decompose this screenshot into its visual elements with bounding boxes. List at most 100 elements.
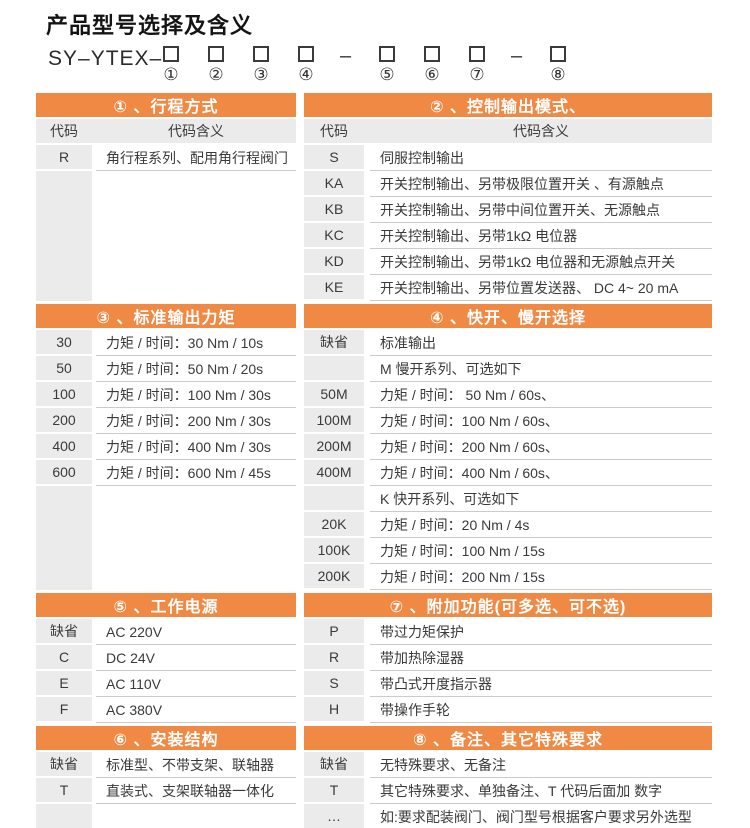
meaning-cell: 带凸式开度指示器: [370, 671, 712, 697]
model-code-box: [298, 46, 314, 62]
model-code-line: SY–YTEX– ① ② ③ ④ – ⑤ ⑥ ⑦ – ⑧: [48, 46, 750, 85]
code-cell: 200M: [304, 434, 364, 458]
code-cell: 600: [36, 460, 92, 484]
empty-code-column: [36, 486, 92, 590]
section-panel-left: ③ 、标准输出力矩 30 力矩 / 时间：30 Nm / 10s 50 力矩 / 时间：…: [36, 304, 296, 590]
table-row: [36, 804, 296, 828]
meaning-cell: 带过力矩保护: [370, 619, 712, 645]
code-cell: 200: [36, 408, 92, 432]
meaning-cell: 力矩 / 时间：400 Nm / 60s、: [370, 460, 712, 486]
field-number-label: ⑧: [550, 65, 566, 84]
code-cell: C: [36, 645, 92, 669]
section-panel-right: ⑦ 、附加功能(可多选、可不选) P 带过力矩保护 R 带加热除湿器 S 带凸式开度指示器 H…: [304, 593, 712, 723]
table-row: 600 力矩 / 时间：600 Nm / 45s: [36, 460, 296, 486]
table-row: KD 开关控制输出、另带1kΩ 电位器和无源触点开关: [304, 249, 712, 275]
meaning-cell: M 慢开系列、可选如下: [370, 356, 712, 382]
model-code-slot: ⑧: [547, 46, 569, 85]
section-panel-right: ④ 、快开、慢开选择 缺省 标准输出 M 慢开系列、可选如下 50M 力矩 / 时间： 5…: [304, 304, 712, 590]
meaning-cell: 无特殊要求、无备注: [370, 752, 712, 778]
code-cell: R: [304, 645, 364, 669]
code-cell: [36, 804, 92, 828]
table-row: 400 力矩 / 时间：400 Nm / 30s: [36, 434, 296, 460]
section-header: ⑧ 、备注、其它特殊要求: [304, 726, 712, 750]
meaning-cell: AC 380V: [96, 697, 296, 723]
meaning-cell: K 快开系列、可选如下: [370, 486, 712, 512]
meaning-cell: 力矩 / 时间：100 Nm / 60s、: [370, 408, 712, 434]
section-panel-left: ⑤ 、工作电源 缺省 AC 220V C DC 24V E AC 110V F AC 380V: [36, 593, 296, 723]
code-cell: KC: [304, 223, 364, 247]
column-header-row: 代码 代码含义: [304, 119, 712, 143]
field-number-label: ⑤: [379, 65, 395, 84]
section-header: ③ 、标准输出力矩: [36, 304, 296, 328]
code-cell: S: [304, 671, 364, 695]
code-cell: T: [36, 778, 92, 802]
model-code-box: [163, 46, 179, 62]
meaning-cell: 开关控制输出、另带1kΩ 电位器: [370, 223, 712, 249]
section-header: ② 、控制输出模式、: [304, 93, 712, 117]
meaning-cell: [96, 804, 296, 828]
table-row: 100M 力矩 / 时间：100 Nm / 60s、: [304, 408, 712, 434]
code-cell: KB: [304, 197, 364, 221]
meaning-cell: 其它特殊要求、单独备注、T 代码后面加 数字: [370, 778, 712, 804]
table-row: KB 开关控制输出、另带中间位置开关、无源触点: [304, 197, 712, 223]
meaning-column-header: 代码含义: [168, 123, 224, 139]
code-cell: T: [304, 778, 364, 802]
meaning-cell: 力矩 / 时间：100 Nm / 15s: [370, 538, 712, 564]
code-cell: KD: [304, 249, 364, 273]
table-row: 缺省 AC 220V: [36, 619, 296, 645]
code-cell: R: [36, 145, 92, 169]
meaning-cell: 力矩 / 时间：30 Nm / 10s: [96, 330, 296, 356]
table-row: 100 力矩 / 时间：100 Nm / 30s: [36, 382, 296, 408]
table-row: H 带操作手轮: [304, 697, 712, 723]
field-number-label: ④: [298, 65, 314, 84]
code-cell: E: [36, 671, 92, 695]
table-row: R 角行程系列、配用角行程阀门: [36, 145, 296, 171]
model-code-slots: ① ② ③ ④ – ⑤ ⑥ ⑦ – ⑧: [160, 46, 592, 85]
meaning-cell: 带操作手轮: [370, 697, 712, 723]
model-code-slot: ①: [160, 46, 182, 85]
field-number-label: ②: [208, 65, 224, 84]
model-code-box: [379, 46, 395, 62]
table-row: 200 力矩 / 时间：200 Nm / 30s: [36, 408, 296, 434]
table-row: 缺省 标准型、不带支架、联轴器: [36, 752, 296, 778]
code-cell: [304, 486, 364, 510]
empty-code-column: [36, 171, 92, 301]
field-number-label: ⑥: [424, 65, 440, 84]
meaning-cell: DC 24V: [96, 645, 296, 671]
table-row: 400M 力矩 / 时间：400 Nm / 60s、: [304, 460, 712, 486]
table-row: T 其它特殊要求、单独备注、T 代码后面加 数字: [304, 778, 712, 804]
meaning-cell: 力矩 / 时间：100 Nm / 30s: [96, 382, 296, 408]
meaning-cell: 开关控制输出、另带极限位置开关 、有源触点: [370, 171, 712, 197]
table-row: 20K 力矩 / 时间：20 Nm / 4s: [304, 512, 712, 538]
table-row: S 带凸式开度指示器: [304, 671, 712, 697]
code-cell: F: [36, 697, 92, 721]
code-cell: 100: [36, 382, 92, 406]
section-header: ⑦ 、附加功能(可多选、可不选): [304, 593, 712, 617]
code-cell: KA: [304, 171, 364, 195]
code-cell: 缺省: [36, 619, 92, 643]
table-row: 200M 力矩 / 时间：200 Nm / 60s、: [304, 434, 712, 460]
code-cell: H: [304, 697, 364, 721]
table-row: 50 力矩 / 时间：50 Nm / 20s: [36, 356, 296, 382]
section-panel-right: ⑧ 、备注、其它特殊要求 缺省 无特殊要求、无备注 T 其它特殊要求、单独备注、T 代码…: [304, 726, 712, 828]
meaning-cell: 直装式、支架联轴器一体化: [96, 778, 296, 804]
code-cell: 100K: [304, 538, 364, 562]
meaning-cell: 伺服控制输出: [370, 145, 712, 171]
meaning-cell: 角行程系列、配用角行程阀门: [96, 145, 296, 171]
section-header: ① 、行程方式: [36, 93, 296, 117]
code-cell: 缺省: [304, 752, 364, 776]
code-cell: 30: [36, 330, 92, 354]
meaning-cell: 开关控制输出、另带位置发送器、 DC 4~ 20 mA: [370, 275, 712, 301]
table-band: ⑥ 、安装结构 缺省 标准型、不带支架、联轴器 T 直装式、支架联轴器一体化 ⑧ 、备注、…: [36, 726, 712, 828]
table-band: ⑤ 、工作电源 缺省 AC 220V C DC 24V E AC 110V F AC 380V ⑦…: [36, 593, 712, 723]
column-header-row: 代码 代码含义: [36, 119, 296, 143]
meaning-cell: 开关控制输出、另带中间位置开关、无源触点: [370, 197, 712, 223]
meaning-column-header: 代码含义: [513, 123, 569, 139]
table-row: F AC 380V: [36, 697, 296, 723]
model-code-slot: ②: [205, 46, 227, 85]
section-header: ⑤ 、工作电源: [36, 593, 296, 617]
meaning-cell: 标准型、不带支架、联轴器: [96, 752, 296, 778]
meaning-cell: 带加热除湿器: [370, 645, 712, 671]
code-cell: KE: [304, 275, 364, 299]
